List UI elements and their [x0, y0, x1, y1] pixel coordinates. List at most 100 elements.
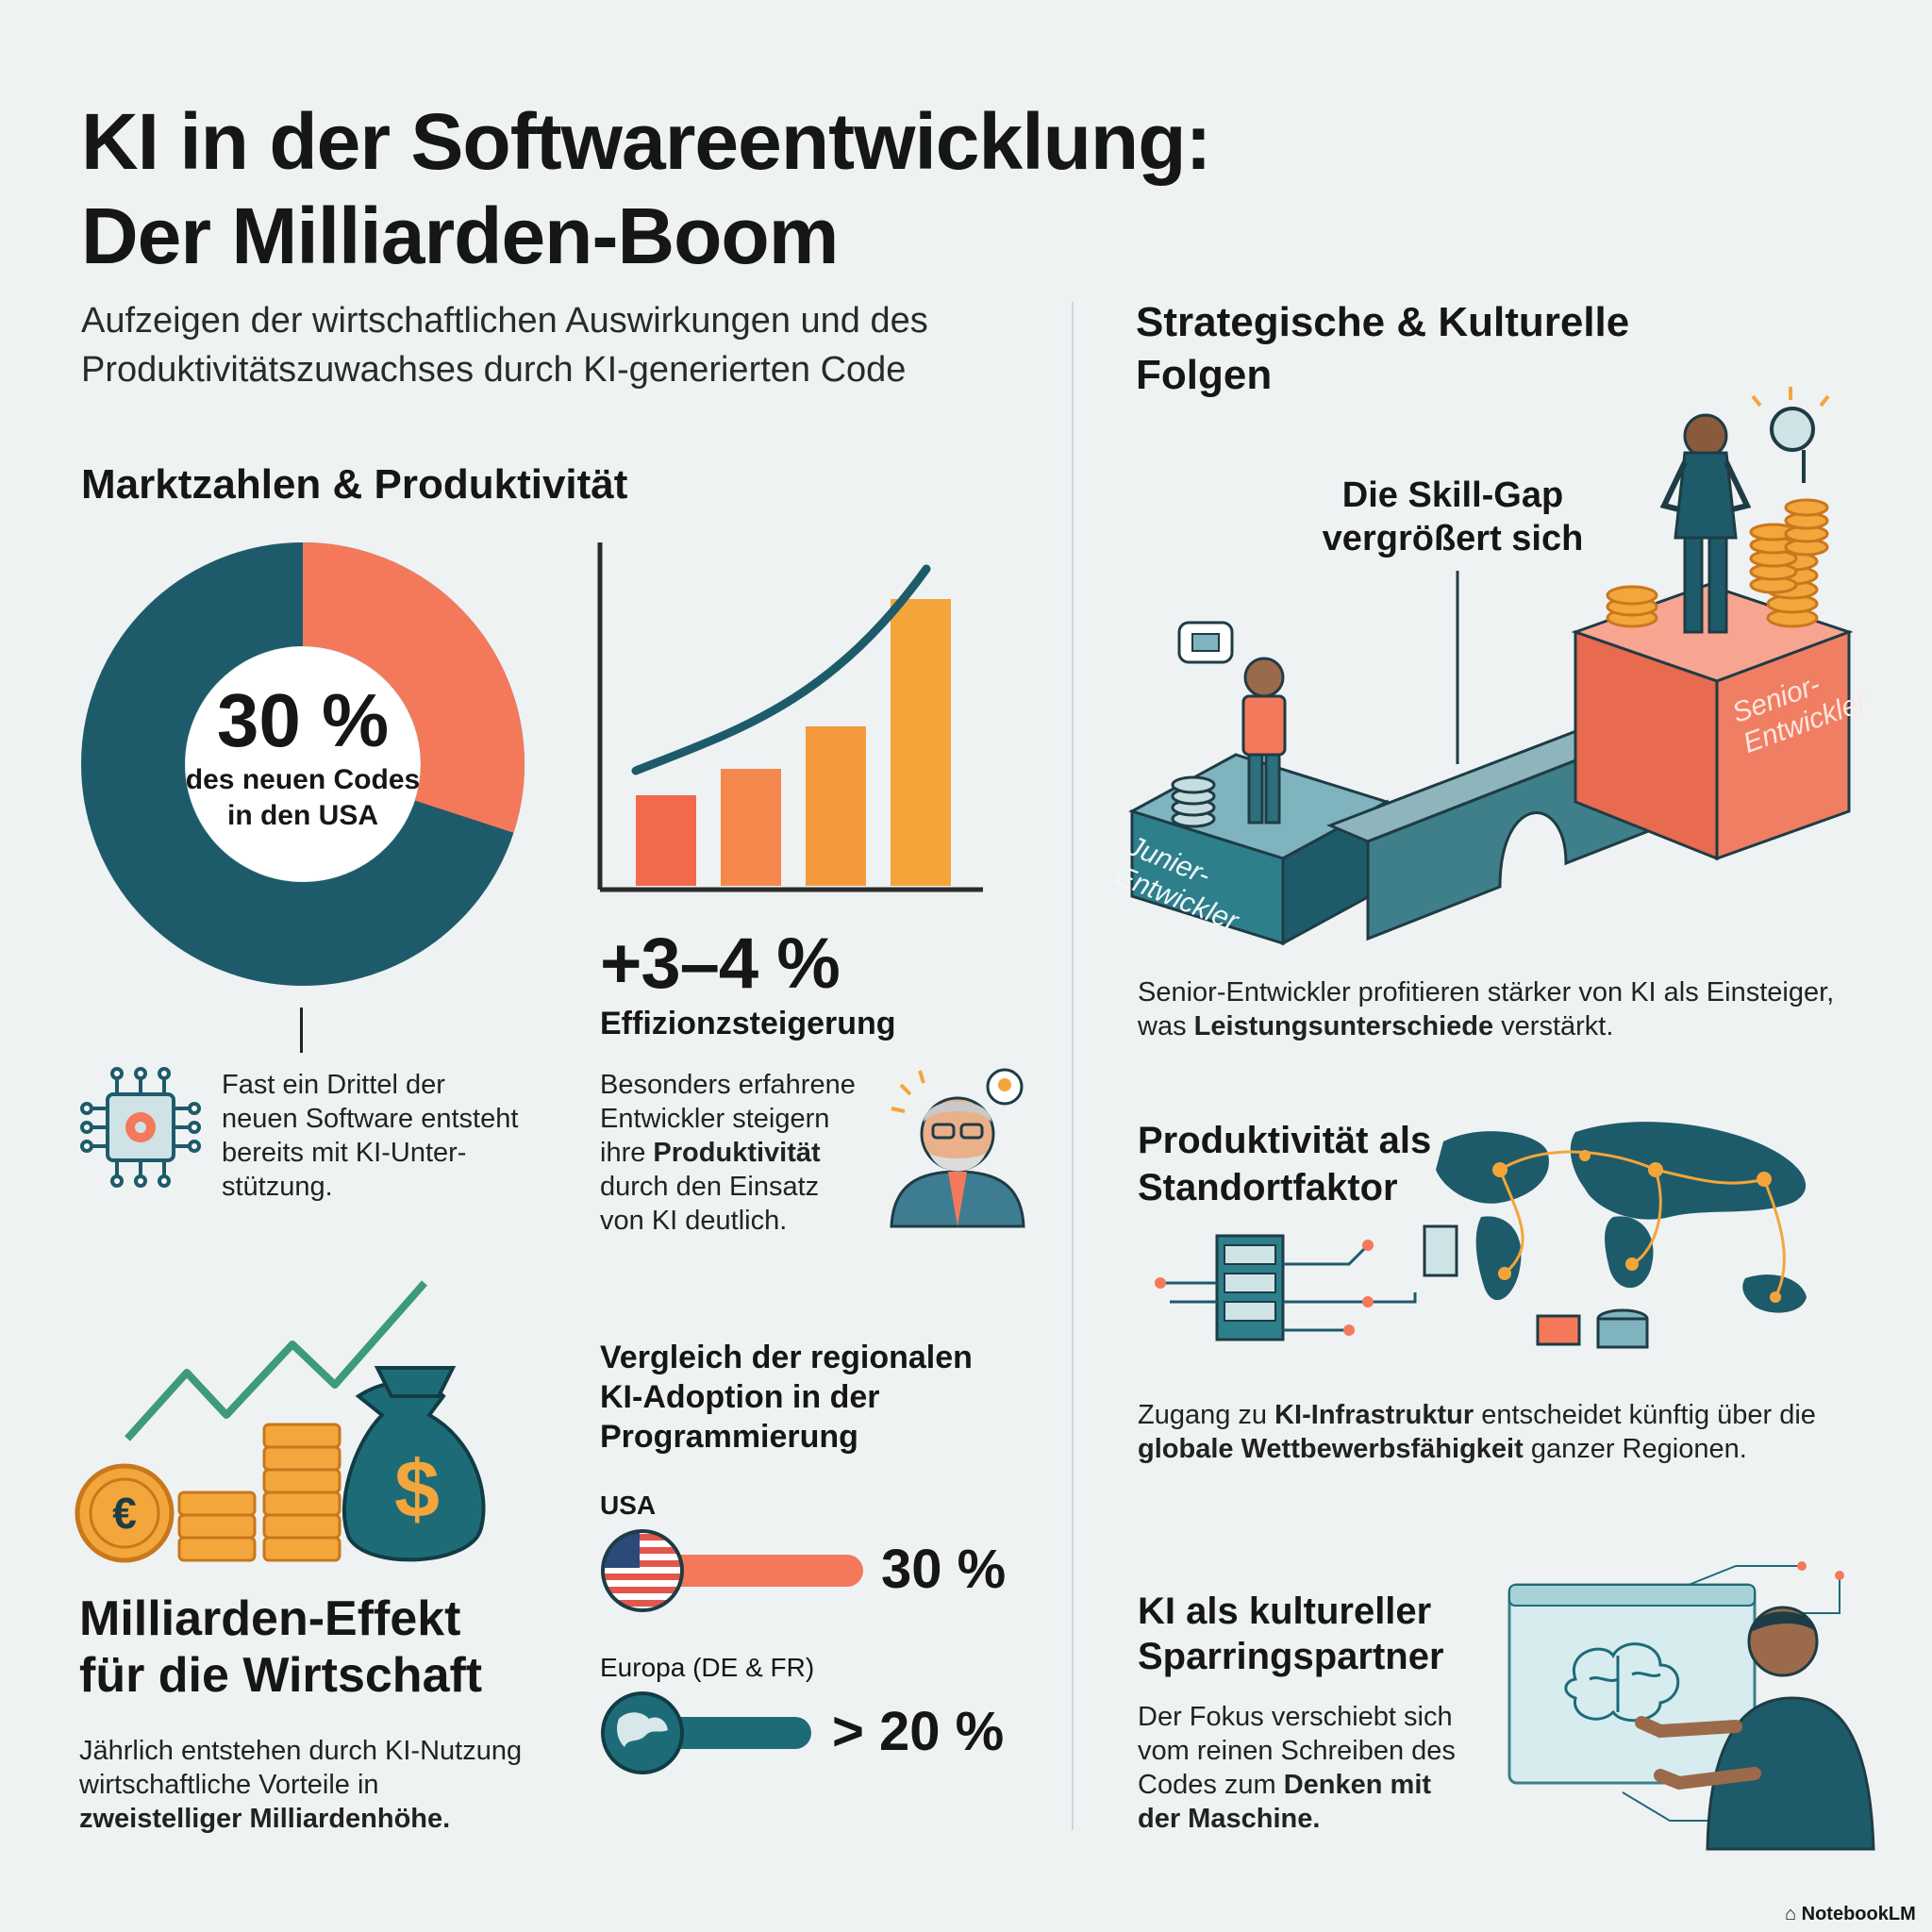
share-donut	[81, 542, 525, 986]
donut-center: 30 % des neuen Codes in den USA	[81, 679, 525, 834]
location-heading: Produktivität als Standortfaktor	[1138, 1117, 1431, 1211]
location-note-line: Zugang zu KI-Infrastruktur entscheidet k…	[1138, 1400, 1816, 1430]
growth-note-line: von KI deutlich.	[600, 1206, 788, 1236]
adoption-heading-line: Programmierung	[600, 1419, 858, 1455]
svg-text:$: $	[394, 1444, 440, 1535]
europe-globe-icon	[601, 1691, 684, 1774]
culture-heading-line: Sparringspartner	[1138, 1636, 1444, 1677]
europe-value: > 20 %	[832, 1701, 1005, 1762]
donut-value: 30 %	[216, 678, 390, 762]
adoption-heading: Vergleich der regionalen KI-Adoption in …	[600, 1338, 973, 1457]
notebooklm-logo-icon: ⌂	[1785, 1904, 1802, 1924]
ai-sparring-illustration	[1507, 1561, 1875, 1851]
skillgap-label-line: vergrößert sich	[1322, 519, 1584, 558]
svg-text:€: €	[112, 1489, 137, 1538]
culture-note-line: Codes zum Denken mit	[1138, 1770, 1432, 1800]
donut-note-line: Fast ein Drittel der	[222, 1070, 445, 1100]
donut-note: Fast ein Drittel der neuen Software ents…	[222, 1068, 518, 1204]
growth-bar	[891, 599, 951, 886]
senior-developer-figure	[1659, 413, 1752, 634]
market-heading: Marktzahlen & Produktivität	[81, 461, 628, 508]
junior-developer-figure	[1241, 657, 1287, 824]
culture-note-line: vom reinen Schreiben des	[1138, 1736, 1456, 1766]
server-rack-icon	[1215, 1234, 1285, 1341]
growth-trend-line	[631, 564, 931, 775]
skillgap-label-line: Die Skill-Gap	[1341, 475, 1564, 515]
page-title: KI in der Softwareentwicklung: Der Milli…	[81, 94, 1211, 283]
growth-bar-illustration	[597, 542, 983, 892]
donut-note-line: neuen Software entsteht	[222, 1104, 519, 1134]
senior-developer-icon	[890, 1068, 1025, 1228]
skillgap-note-line: was Leistungsunterschiede verstärkt.	[1138, 1011, 1614, 1041]
junior-speech-bubble-icon	[1177, 621, 1234, 664]
growth-note-line: durch den Einsatz	[600, 1172, 820, 1202]
holo-screen	[1507, 1583, 1757, 1785]
skillgap-note-line: Senior-Entwickler profitieren stärker vo…	[1138, 977, 1835, 1008]
effect-title-line: Milliarden-Effekt	[79, 1591, 461, 1646]
strategic-heading: Strategische & Kulturelle Folgen	[1136, 296, 1629, 402]
title-line-2: Der Milliarden-Boom	[81, 192, 839, 280]
page-subtitle: Aufzeigen der wirtschaftlichen Auswirkun…	[81, 296, 928, 394]
growth-value: +3–4 %	[600, 924, 841, 1004]
donut-label-1: des neuen Codes	[185, 764, 421, 795]
growth-note-line: Besonders erfahrene	[600, 1070, 856, 1100]
server-icon	[1536, 1314, 1581, 1346]
culture-note-line: der Maschine.	[1138, 1804, 1321, 1834]
donut-share-segment	[81, 542, 525, 986]
adoption-heading-line: KI-Adoption in der	[600, 1379, 880, 1415]
usa-value: 30 %	[881, 1539, 1007, 1600]
culture-heading-line: KI als kultureller	[1138, 1591, 1432, 1632]
location-heading-line: Standortfaktor	[1138, 1167, 1398, 1208]
effect-note-bold: zweistelliger Milliardenhöhe.	[79, 1804, 451, 1834]
donut-hole	[186, 647, 420, 881]
database-icon	[1596, 1308, 1649, 1349]
growth-bar	[636, 795, 696, 886]
donut-note-line: stützung.	[222, 1172, 333, 1202]
junior-coins-icon	[1171, 775, 1216, 828]
trend-arrow	[125, 1280, 428, 1441]
effect-title: Milliarden-Effekt für die Wirtschaft	[79, 1591, 482, 1704]
growth-bar	[721, 769, 781, 886]
magnifier-icon	[1751, 387, 1830, 483]
europe-label: Europa (DE & FR)	[600, 1653, 815, 1682]
donut-pointer-line	[300, 1008, 303, 1053]
cpu-chip-icon	[80, 1067, 201, 1188]
column-divider	[1072, 302, 1074, 1830]
world-infrastructure-illustration	[1155, 1122, 1807, 1349]
culture-note-line: Der Fokus verschiebt sich	[1138, 1702, 1453, 1732]
subtitle-line-2: Produktivitätszuwachses durch KI-generie…	[81, 350, 907, 390]
money-growth-illustration: € $	[75, 1280, 486, 1563]
growth-note-line: ihre Produktivität	[600, 1138, 821, 1168]
location-note: Zugang zu KI-Infrastruktur entscheidet k…	[1138, 1398, 1816, 1466]
effect-note: Jährlich entstehen durch KI-Nutzung wirt…	[79, 1734, 522, 1836]
document-icon	[1423, 1224, 1458, 1277]
effect-note-line: wirtschaftliche Vorteile in	[79, 1770, 379, 1800]
growth-label: Effizionzsteigerung	[600, 1006, 896, 1041]
effect-note-line: Jährlich entstehen durch KI-Nutzung	[79, 1736, 523, 1766]
usa-label: USA	[600, 1491, 657, 1520]
senior-coins-icon	[1606, 498, 1829, 628]
growth-note-line: Entwickler steigern	[600, 1104, 830, 1134]
adoption-heading-line: Vergleich der regionalen	[600, 1340, 973, 1375]
location-heading-line: Produktivität als	[1138, 1120, 1432, 1161]
culture-note: Der Fokus verschiebt sich vom reinen Sch…	[1138, 1700, 1456, 1836]
growth-bar	[806, 726, 866, 886]
skill-gap-illustration	[1128, 387, 1854, 946]
skillgap-label: Die Skill-Gap vergrößert sich	[1302, 474, 1604, 560]
donut-note-line: bereits mit KI-Unter-	[222, 1138, 467, 1168]
donut-label-2: in den USA	[226, 800, 378, 831]
effect-title-line: für die Wirtschaft	[79, 1648, 483, 1703]
skillgap-note: Senior-Entwickler profitieren stärker vo…	[1138, 975, 1834, 1043]
strategic-heading-line: Strategische & Kulturelle	[1136, 299, 1630, 345]
brain-icon	[1564, 1642, 1680, 1723]
subtitle-line-1: Aufzeigen der wirtschaftlichen Auswirkun…	[81, 301, 928, 341]
title-line-1: KI in der Softwareentwicklung:	[81, 97, 1211, 186]
world-map-icon	[1436, 1122, 1807, 1313]
usa-flag-icon	[601, 1529, 684, 1612]
culture-heading: KI als kultureller Sparringspartner	[1138, 1589, 1444, 1679]
brand-footer: ⌂ NotebookLM	[1785, 1904, 1916, 1924]
person-touching-screen	[1635, 1606, 1875, 1851]
strategic-heading-line: Folgen	[1136, 352, 1273, 398]
location-note-line: globale Wettbewerbsfähigkeit ganzer Regi…	[1138, 1434, 1747, 1464]
growth-note: Besonders erfahrene Entwickler steigern …	[600, 1068, 856, 1238]
